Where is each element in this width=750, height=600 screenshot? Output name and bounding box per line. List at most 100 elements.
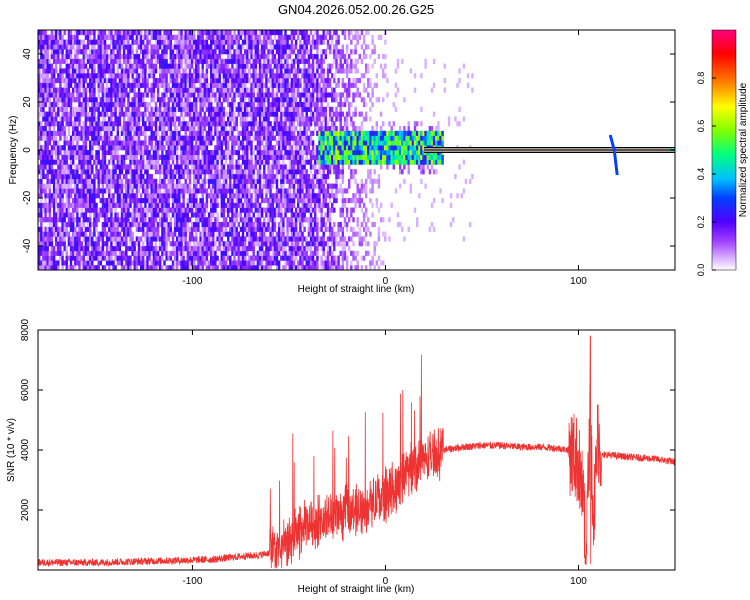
spectrogram-cell [246, 58, 249, 64]
spectrogram-cell [173, 63, 177, 69]
spectrogram-cell [91, 44, 94, 50]
spectrogram-cell [227, 116, 230, 122]
spectrogram-cell [193, 226, 196, 232]
spectrogram-cell [161, 58, 164, 64]
spectrogram-cell [229, 30, 232, 36]
spectrogram-cell [199, 106, 202, 112]
spectrogram-cell [146, 126, 149, 132]
spectrogram-cell [193, 178, 196, 184]
spectrogram-cell [275, 241, 279, 247]
spectrogram-cell [188, 34, 192, 40]
spectrogram-cell [61, 130, 64, 136]
spectrogram-cell [59, 63, 62, 69]
spectrogram-cell [44, 193, 47, 199]
spectrogram-cell [218, 92, 221, 98]
spectrogram-cell [195, 87, 198, 93]
spectrogram-cell [224, 82, 228, 88]
spectrogram-cell [163, 102, 166, 108]
spectrogram-cell [224, 183, 228, 189]
spectrogram-cell [210, 217, 213, 223]
spectrogram-cell [169, 241, 173, 247]
spectrogram-cell [269, 140, 272, 146]
spectrogram-cell [271, 222, 275, 228]
spectrogram-cell [67, 145, 71, 151]
spectrogram-cell [216, 265, 219, 270]
spectrogram-cell [237, 82, 241, 88]
spectrogram-cell [246, 126, 249, 132]
spectrogram-cell [133, 126, 136, 132]
spectrogram-cell [188, 169, 192, 175]
spectrogram-cell [110, 126, 113, 132]
spectrogram-cell [188, 68, 192, 74]
spectrogram-cell [114, 246, 117, 252]
spectrogram-cell [277, 150, 281, 156]
spectrogram-cell [154, 202, 158, 208]
spectrogram-cell [86, 217, 90, 223]
spectrogram-cell [239, 207, 243, 213]
spectrogram-cell [210, 39, 213, 45]
spectrogram-cell [224, 250, 228, 256]
spectrogram-cell [110, 260, 113, 266]
spectrogram-cell [40, 241, 43, 247]
spectrogram-cell [97, 39, 100, 45]
spectrogram-cell [52, 183, 56, 189]
spectrogram-cell [40, 250, 43, 256]
spectrogram-cell [38, 63, 41, 69]
spectrogram-cell [207, 97, 211, 103]
spectrogram-cell [42, 169, 45, 175]
spectrogram-cell [199, 111, 202, 117]
spectrogram-cell [97, 30, 100, 36]
spectrogram-cell [237, 154, 241, 160]
spectrogram-cell [99, 145, 103, 151]
spectrogram-cell [241, 44, 245, 50]
spectrogram-cell [129, 130, 132, 136]
spectrogram-cell [239, 121, 243, 127]
spectrogram-cell [231, 231, 234, 237]
spectrogram-cell [280, 73, 283, 79]
spectrogram-cell [180, 183, 183, 189]
spectrogram-cell [135, 178, 139, 184]
spectrogram-cell [275, 102, 279, 108]
spectrogram-cell [82, 202, 86, 208]
spectrogram-cell [144, 145, 147, 151]
spectrogram-cell [86, 39, 90, 45]
spectrogram-cell [263, 39, 266, 45]
spectrogram-cell [233, 183, 236, 189]
spectrogram-cell [82, 73, 86, 79]
spectrogram-cell [80, 207, 83, 213]
spectrogram-cell [76, 236, 79, 242]
spectrogram-cell [59, 145, 62, 151]
spectrogram-cell [55, 265, 58, 270]
spectrogram-cell [212, 111, 215, 117]
spectrogram-cell [161, 116, 164, 122]
spectrogram-cell [133, 202, 136, 208]
spectrogram-cell [67, 164, 71, 170]
spectrogram-cell [186, 140, 190, 146]
spectrogram-cell [125, 188, 128, 194]
spectrogram-cell [72, 111, 75, 117]
spectrogram-cell [212, 68, 215, 74]
spectrogram-cell [139, 49, 143, 55]
spectrogram-cell [282, 44, 285, 50]
spectrogram-cell [233, 82, 236, 88]
spectrogram-cell [95, 174, 98, 180]
spectrogram-cell [99, 250, 103, 256]
spectrogram-cell [146, 222, 149, 228]
spectrogram-cell [195, 154, 198, 160]
spectrogram-cell [267, 241, 270, 247]
spectrogram-cell [120, 82, 124, 88]
spectrogram-cell [180, 150, 183, 156]
spectrogram-cell [93, 34, 96, 40]
spectrogram-cell [271, 164, 275, 170]
spectrogram-cell [178, 231, 181, 237]
spectrogram-cell [214, 202, 217, 208]
spectrogram-cell [229, 116, 232, 122]
spectrogram-cell [190, 135, 194, 141]
spectrogram-cell [99, 78, 103, 84]
spectrogram-cell [125, 202, 128, 208]
spectrogram-cell [95, 255, 98, 261]
spectrogram-cell [188, 58, 192, 64]
spectrogram-cell [59, 73, 62, 79]
spectrogram-cell [108, 193, 111, 199]
spectrogram-cell [193, 102, 196, 108]
